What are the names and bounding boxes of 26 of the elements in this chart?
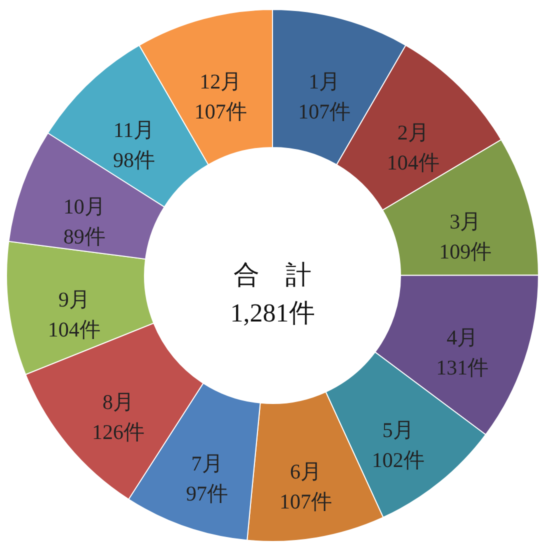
slice-label: 12月 [200, 69, 242, 94]
slice-label: 8月 [102, 390, 134, 414]
slice-label: 3月 [450, 209, 482, 234]
data-label: 104件 [386, 150, 440, 174]
data-label: 107件 [298, 99, 351, 124]
data-label: 97件 [186, 481, 228, 506]
slice-label: 10月 [63, 194, 106, 218]
data-label: 126件 [92, 420, 145, 444]
slice-label: 1月 [308, 69, 340, 94]
slice-label: 5月 [382, 418, 414, 442]
data-label: 107件 [194, 99, 247, 124]
data-label: 131件 [436, 355, 489, 380]
data-label: 107件 [279, 490, 332, 514]
slice-label: 9月 [58, 288, 90, 312]
data-label: 98件 [112, 148, 155, 172]
slice-label: 7月 [191, 451, 223, 476]
data-label: 104件 [48, 318, 100, 342]
slice-label: 11月 [113, 118, 155, 142]
text: 合 計 [234, 260, 312, 290]
data-label: 109件 [439, 239, 492, 264]
slice-label: 2月 [397, 120, 429, 144]
slice-label: 4月 [446, 325, 478, 350]
slice-label: 6月 [290, 460, 322, 484]
data-label: 89件 [63, 224, 106, 248]
data-label: 102件 [372, 448, 424, 472]
text: 1,281件 [230, 298, 315, 328]
